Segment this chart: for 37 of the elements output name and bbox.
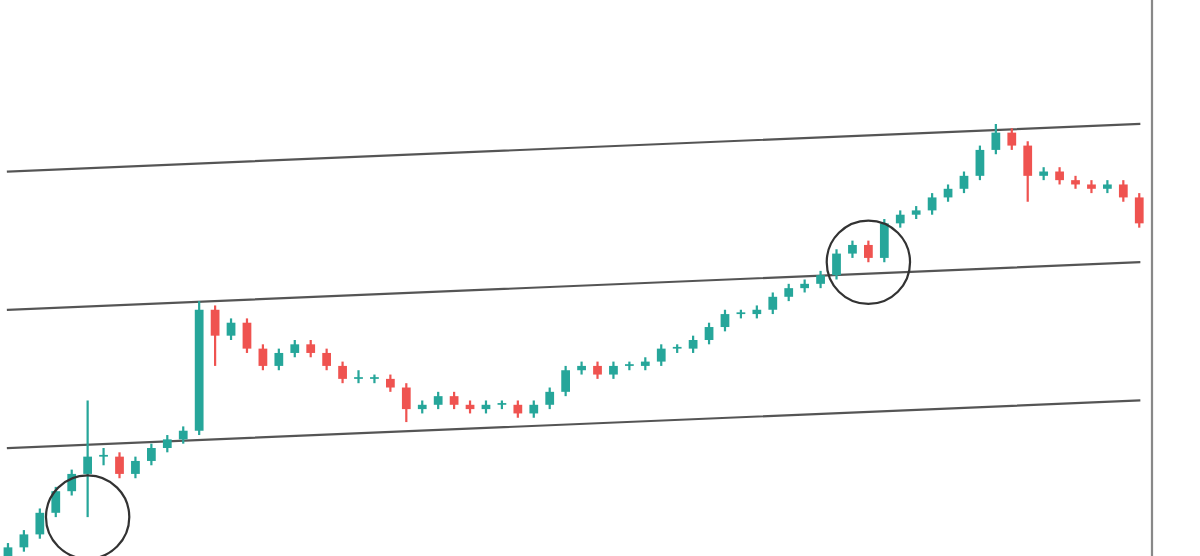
candlestick: [146, 442, 156, 467]
candlestick: [115, 451, 124, 480]
candlestick: [1118, 179, 1128, 203]
candlestick: [768, 291, 778, 316]
candlestick: [1071, 174, 1080, 190]
candlestick: [19, 528, 29, 553]
candlestick: [879, 217, 889, 264]
candlestick: [83, 399, 93, 519]
candlestick: [975, 144, 985, 182]
candlestick: [545, 386, 555, 411]
candlestick: [338, 360, 347, 385]
candlestick: [99, 446, 108, 467]
candlestick: [35, 507, 45, 540]
candlestick: [274, 347, 284, 372]
candlestick: [226, 317, 236, 342]
candlestick: [242, 317, 252, 355]
candlestick: [1134, 192, 1144, 229]
candlestick: [704, 321, 714, 346]
candlestick: [577, 360, 586, 376]
candlestick: [561, 364, 571, 398]
candlestick: [131, 455, 140, 480]
candlestick: [370, 373, 379, 385]
candlestick: [864, 239, 873, 264]
candlestick: [354, 369, 363, 385]
candlestick: [51, 485, 61, 519]
candlestick: [832, 248, 841, 281]
candlestick: [991, 122, 1001, 156]
candlestick: [322, 347, 332, 372]
candlestick: [656, 343, 666, 368]
candlestick: [1007, 127, 1017, 152]
candlestick: [927, 192, 937, 216]
candlestick: [959, 170, 969, 195]
candlestick: [210, 304, 220, 368]
candlestick: [401, 382, 411, 424]
candlestick: [720, 308, 730, 333]
candlestick: [1023, 140, 1033, 203]
candlestick: [258, 343, 268, 372]
